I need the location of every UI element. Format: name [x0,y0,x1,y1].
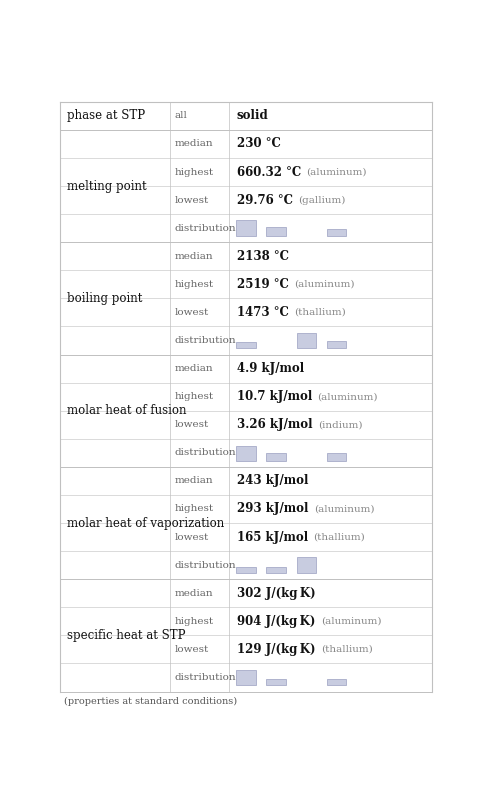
Text: 2519 °C: 2519 °C [237,278,288,291]
Bar [327,341,347,349]
Text: median: median [174,476,213,485]
Text: 230 °C: 230 °C [237,137,281,150]
Text: 1473 °C: 1473 °C [237,306,288,319]
Text: melting point: melting point [67,179,146,193]
Text: 3.26 kJ/mol: 3.26 kJ/mol [237,418,312,431]
Text: distribution: distribution [174,336,236,345]
Text: distribution: distribution [174,224,236,232]
Text: 2138 °C: 2138 °C [237,249,288,263]
Bar [266,228,286,236]
Bar [236,445,255,461]
Bar [297,558,316,573]
Bar [266,679,286,685]
Text: (aluminum): (aluminum) [318,392,378,401]
Text: lowest: lowest [174,420,208,429]
Text: distribution: distribution [174,673,236,682]
Text: median: median [174,589,213,598]
Text: (properties at standard conditions): (properties at standard conditions) [64,696,237,705]
Text: (aluminum): (aluminum) [321,617,381,625]
Text: (aluminum): (aluminum) [307,168,367,177]
Text: lowest: lowest [174,195,208,205]
Bar [327,679,347,685]
Text: all: all [174,111,187,120]
Text: median: median [174,364,213,373]
Text: 10.7 kJ/mol: 10.7 kJ/mol [237,390,312,404]
Text: 29.76 °C: 29.76 °C [237,194,293,207]
Text: 302 J/(kg K): 302 J/(kg K) [237,587,315,600]
Text: 293 kJ/mol: 293 kJ/mol [237,503,308,516]
Text: specific heat at STP: specific heat at STP [67,629,185,642]
Text: highest: highest [174,168,213,177]
Text: 904 J/(kg K): 904 J/(kg K) [237,615,315,628]
Text: distribution: distribution [174,561,236,570]
Text: (thallium): (thallium) [294,308,346,317]
Bar [236,342,255,349]
Text: highest: highest [174,392,213,401]
Bar [266,567,286,573]
Text: molar heat of fusion: molar heat of fusion [67,404,186,417]
Text: (thallium): (thallium) [321,645,372,654]
Text: 4.9 kJ/mol: 4.9 kJ/mol [237,362,304,375]
Text: phase at STP: phase at STP [67,110,145,123]
Bar [236,220,255,236]
Text: (indium): (indium) [318,420,362,429]
Text: median: median [174,140,213,148]
Text: (aluminum): (aluminum) [313,504,374,513]
Text: boiling point: boiling point [67,292,142,305]
Text: lowest: lowest [174,308,208,317]
Text: (gallium): (gallium) [298,195,346,205]
Bar [236,567,255,573]
Bar [266,453,286,461]
Text: (thallium): (thallium) [313,533,365,541]
Text: 129 J/(kg K): 129 J/(kg K) [237,643,315,656]
Text: highest: highest [174,617,213,625]
Text: distribution: distribution [174,449,236,458]
Text: highest: highest [174,280,213,289]
Bar [236,671,255,685]
Bar [327,453,347,461]
Text: 660.32 °C: 660.32 °C [237,165,301,178]
Text: molar heat of vaporization: molar heat of vaporization [67,516,224,529]
Text: median: median [174,252,213,261]
Text: solid: solid [237,110,268,123]
Text: 243 kJ/mol: 243 kJ/mol [237,475,308,487]
Bar [327,229,347,236]
Text: lowest: lowest [174,645,208,654]
Text: (aluminum): (aluminum) [294,280,355,289]
Text: 165 kJ/mol: 165 kJ/mol [237,530,308,544]
Text: highest: highest [174,504,213,513]
Bar [297,333,316,349]
Text: lowest: lowest [174,533,208,541]
